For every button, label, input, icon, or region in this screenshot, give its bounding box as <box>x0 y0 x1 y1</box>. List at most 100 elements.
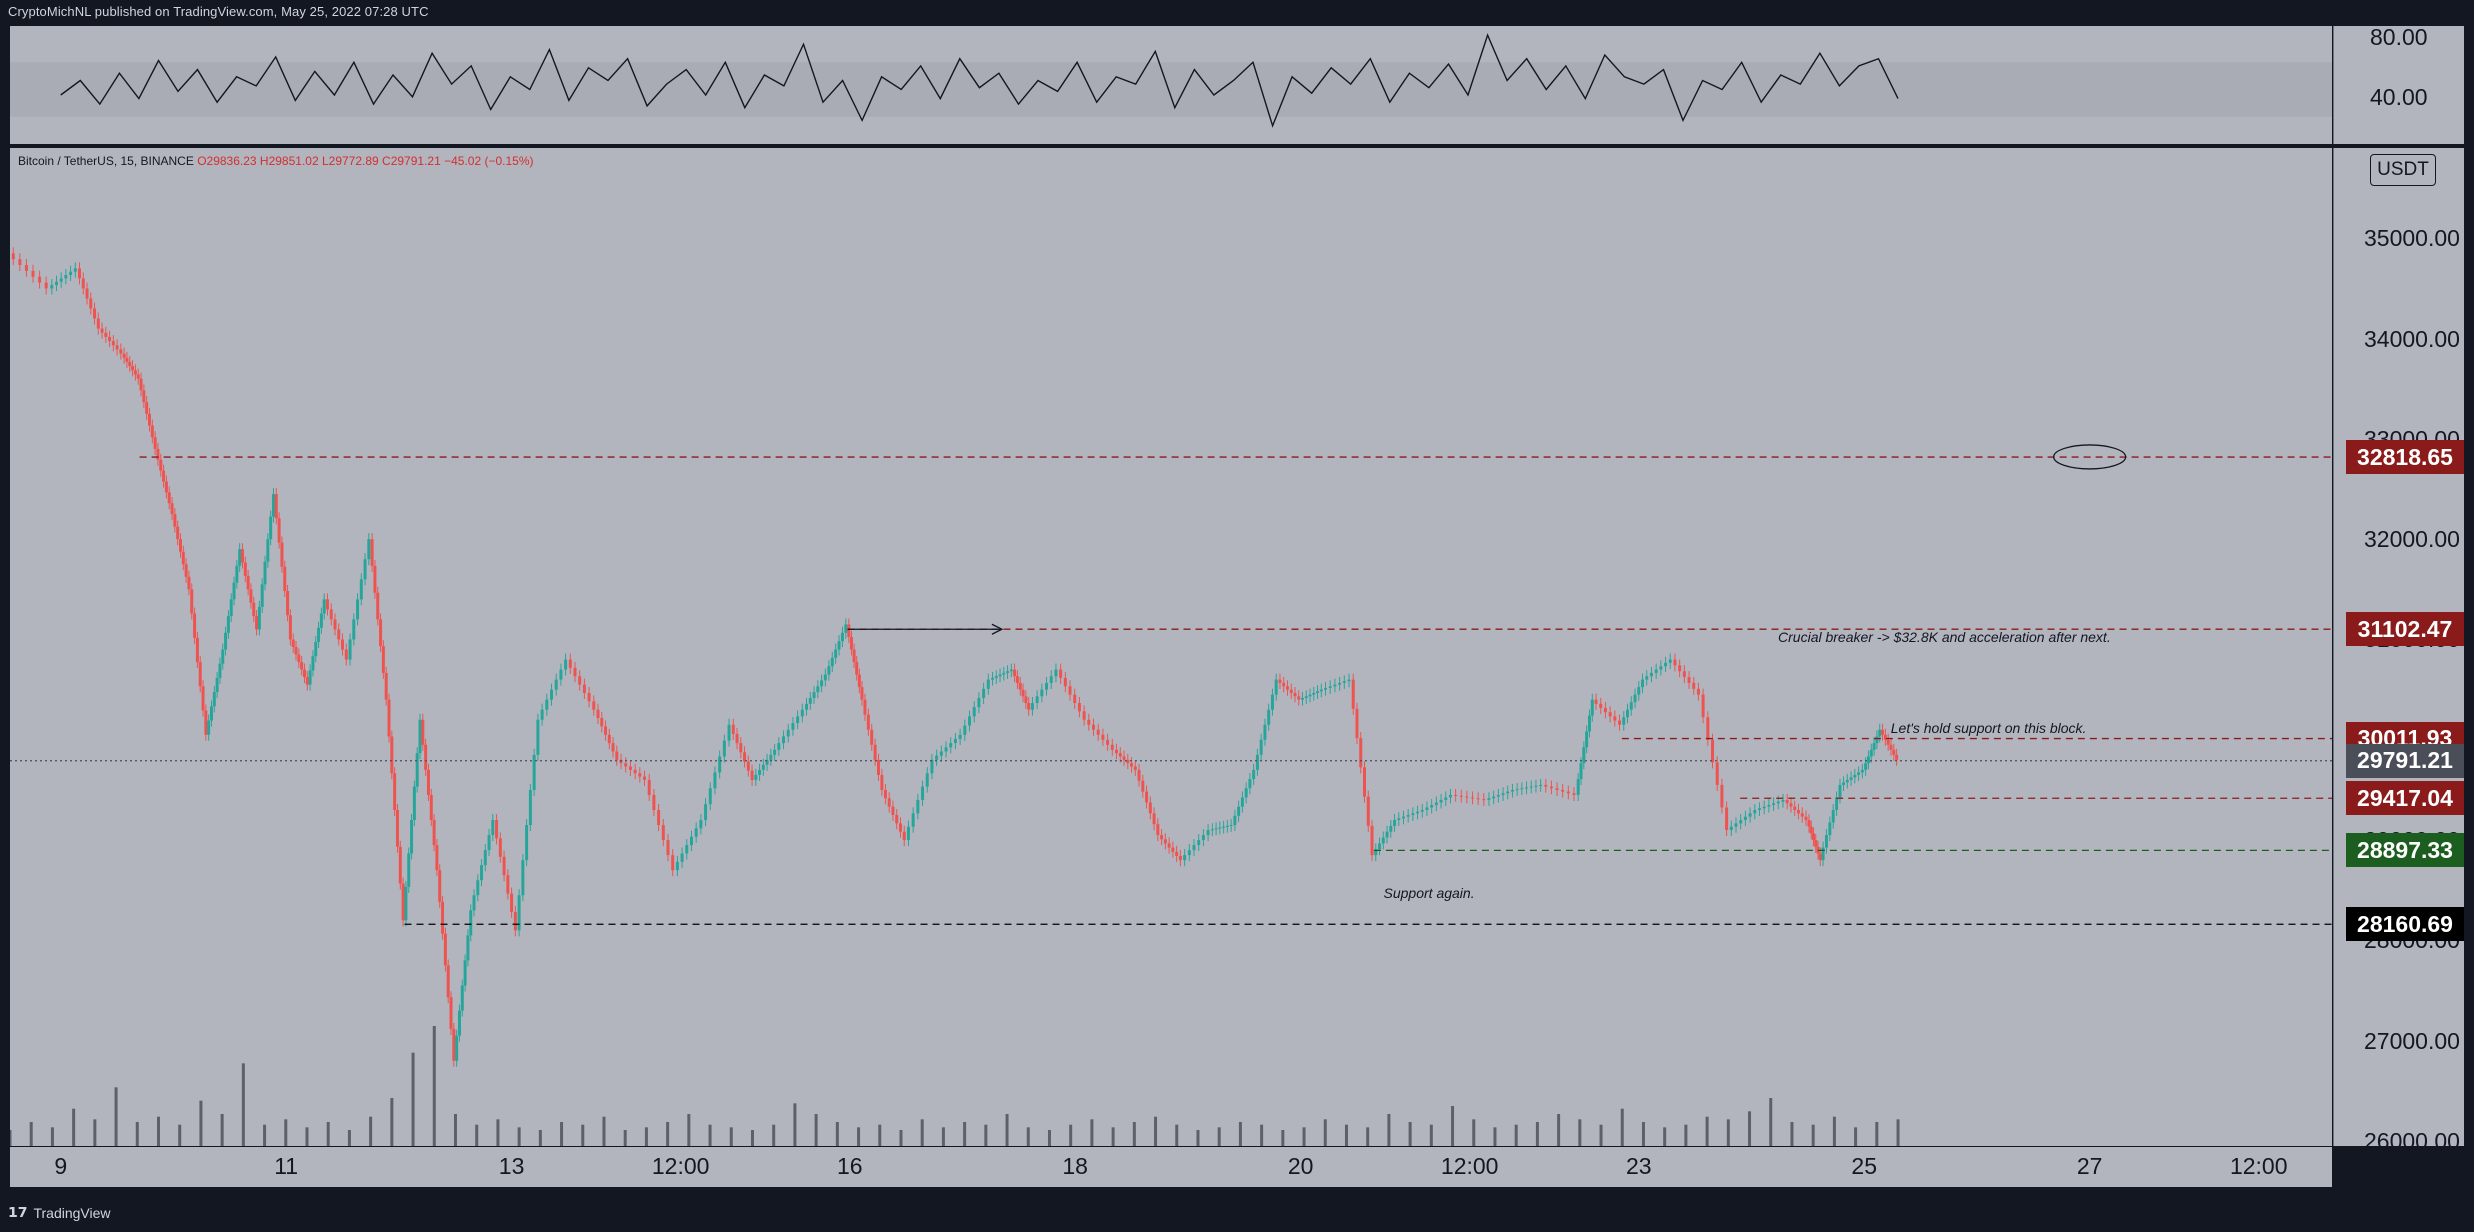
candle-body <box>59 278 63 282</box>
candle-body <box>1734 823 1738 827</box>
candle-body <box>24 265 28 271</box>
candle-body <box>1520 788 1524 790</box>
volume-bar <box>666 1122 670 1146</box>
candle-body <box>998 674 1002 677</box>
candle-body <box>1487 798 1491 800</box>
candle-body <box>708 788 712 805</box>
candle-body <box>156 448 160 460</box>
candle-body <box>827 666 831 675</box>
candle-body <box>384 672 388 700</box>
candle-body <box>852 649 856 663</box>
volume-bar <box>517 1127 521 1146</box>
candle-body <box>286 590 290 616</box>
candle-body <box>449 997 453 1029</box>
candle-body <box>193 613 197 638</box>
candle-body <box>460 985 464 1011</box>
candle-body <box>147 413 151 426</box>
symbol-title: Bitcoin / TetherUS, 15, BINANCE <box>18 154 194 168</box>
candle-body <box>994 676 998 678</box>
candle-body <box>986 679 990 689</box>
candle-body <box>1720 784 1724 808</box>
candle-body <box>689 836 693 846</box>
candle-body <box>476 880 480 896</box>
candle-body <box>1370 825 1374 856</box>
candle-body <box>1021 689 1025 697</box>
candle-body <box>1510 789 1514 792</box>
candle-body <box>1857 772 1861 775</box>
candle-body <box>44 282 48 289</box>
candle-body <box>218 663 222 678</box>
candle-body <box>257 606 261 630</box>
candle-body <box>694 828 698 837</box>
candle-body <box>1613 716 1617 721</box>
volume-bar <box>1132 1122 1136 1146</box>
candle-body <box>671 855 675 871</box>
candle-body <box>398 846 402 884</box>
price-chart-panel[interactable]: Bitcoin / TetherUS, 15, BINANCE O29836.2… <box>10 148 2332 1146</box>
candle-body <box>902 831 906 841</box>
candle-body <box>991 677 995 680</box>
price-axis[interactable]: USDT 35000.0034000.0033000.0032000.00310… <box>2333 148 2464 1154</box>
volume-bar <box>1154 1116 1158 1146</box>
volume-bar <box>284 1119 288 1146</box>
candle-body <box>463 960 467 986</box>
candle-body <box>1178 855 1182 861</box>
candle-body <box>356 599 360 620</box>
volume-bar <box>10 1130 12 1146</box>
candle-body <box>1411 813 1415 816</box>
candle-body <box>911 813 915 827</box>
candle-body <box>1002 672 1006 675</box>
candle-body <box>550 689 554 700</box>
candle-body <box>212 692 216 707</box>
candle-body <box>849 636 853 650</box>
volume-bar <box>347 1130 351 1146</box>
candle-body <box>1785 799 1789 804</box>
candle-body <box>895 815 899 824</box>
candle-body <box>209 706 213 721</box>
time-axis[interactable]: 9 11 13 12:00 16 18 20 12:00 23 25 27 12:00 <box>10 1147 2332 1187</box>
candle-body <box>1701 694 1705 718</box>
volume-bar <box>1790 1122 1794 1146</box>
candle-body <box>1434 802 1438 805</box>
candle-body <box>1645 676 1649 680</box>
rsi-axis[interactable]: 80.00 40.00 <box>2333 24 2464 144</box>
currency-badge[interactable]: USDT <box>2370 154 2436 186</box>
candle-body <box>390 736 394 774</box>
candle-body <box>834 649 838 658</box>
candle-body <box>407 853 411 887</box>
candle-body <box>949 743 953 748</box>
candle-body <box>1270 694 1274 710</box>
candle-body <box>604 726 608 735</box>
candle-body <box>891 806 895 816</box>
candle-body <box>1054 669 1058 677</box>
candle-body <box>491 820 495 836</box>
volume-bar <box>156 1116 160 1146</box>
candle-body <box>421 719 425 745</box>
candle-body <box>823 674 827 681</box>
candle-body <box>457 1010 461 1036</box>
candle-body <box>1776 801 1780 804</box>
candle-body <box>1406 815 1410 817</box>
candle-body <box>452 1028 456 1061</box>
candle-body <box>1835 797 1839 810</box>
candle-body <box>1869 749 1873 757</box>
rsi-indicator-panel[interactable] <box>10 26 2332 144</box>
volume-bar <box>1535 1122 1539 1146</box>
candle-body <box>1393 820 1397 826</box>
candle-body <box>1895 754 1899 760</box>
volume-bar <box>623 1130 627 1146</box>
candle-body <box>1351 679 1355 709</box>
candle-body <box>1585 731 1589 748</box>
volume-bar <box>1748 1111 1752 1146</box>
candle-body <box>1145 791 1149 803</box>
candle-body <box>1006 671 1010 673</box>
candle-body <box>495 820 499 839</box>
candle-body <box>1555 788 1559 790</box>
candle-body <box>982 688 986 698</box>
candle-body <box>968 716 972 726</box>
candle-body <box>887 798 891 807</box>
candle-body <box>1363 767 1366 797</box>
volume-bar <box>1726 1119 1730 1146</box>
candle-body <box>232 582 236 600</box>
volume-bar <box>1769 1098 1773 1146</box>
